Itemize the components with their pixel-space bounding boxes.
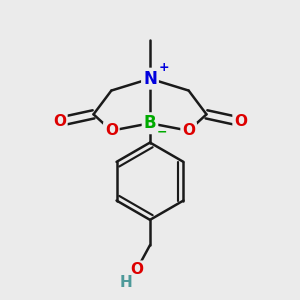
Text: N: N <box>143 70 157 88</box>
Text: H: H <box>120 275 133 290</box>
Text: −: − <box>157 126 167 139</box>
Text: +: + <box>159 61 169 74</box>
Text: O: O <box>182 123 195 138</box>
Text: B: B <box>144 114 156 132</box>
Text: O: O <box>105 123 118 138</box>
Text: O: O <box>130 262 143 277</box>
Text: O: O <box>53 114 66 129</box>
Text: O: O <box>234 114 247 129</box>
